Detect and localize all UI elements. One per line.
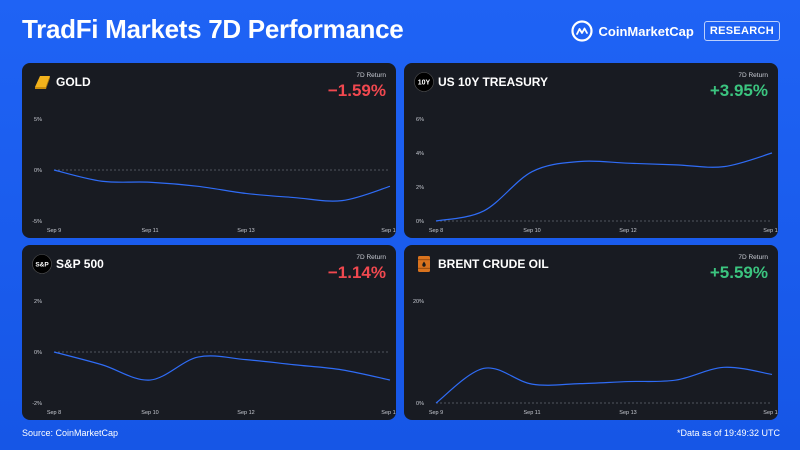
- coinmarketcap-logo-icon: [570, 20, 593, 42]
- x-tick-label: Sep 13: [619, 410, 636, 416]
- return-label: 7D Return: [356, 254, 386, 261]
- y-tick-label: 6%: [416, 117, 424, 123]
- return-value: −1.14%: [327, 263, 386, 282]
- return-value: −1.59%: [327, 81, 386, 100]
- panel-title: S&P 500: [56, 257, 104, 271]
- series-line: [53, 169, 391, 202]
- panel-title: US 10Y TREASURY: [438, 75, 549, 89]
- treasury-badge-text: 10Y: [418, 80, 431, 87]
- sp500-badge-text: S&P: [35, 262, 49, 269]
- x-tick-label: Sep 8: [47, 410, 61, 416]
- brand-name: CoinMarketCap: [598, 23, 694, 39]
- x-tick-label: Sep 13: [237, 228, 254, 234]
- series-line: [435, 152, 773, 222]
- source-note: Source: CoinMarketCap: [22, 428, 119, 438]
- x-tick-label: Sep 9: [47, 228, 61, 234]
- y-tick-label: 0%: [34, 168, 42, 174]
- panel-title: GOLD: [56, 75, 91, 89]
- y-tick-label: 5%: [34, 117, 42, 123]
- panel-us-10y-treasury: 10Y US 10Y TREASURY 7D Return +3.95% 6% 4…: [404, 63, 778, 238]
- x-tick-label: Sep 12: [619, 228, 636, 234]
- x-tick-label: Sep 9: [429, 410, 443, 416]
- return-value: +5.59%: [709, 263, 768, 282]
- y-tick-label: 2%: [416, 185, 424, 191]
- x-tick-label: Sep 10: [523, 228, 540, 234]
- panel-gold: GOLD 7D Return −1.59% 5% 0% -5% Sep 9 Sep 11…: [22, 63, 396, 238]
- research-badge: RESEARCH: [703, 21, 780, 41]
- gold-bar-icon: [35, 76, 50, 89]
- brand: CoinMarketCap RESEARCH: [570, 20, 780, 42]
- sp500-icon: S&P: [32, 254, 52, 274]
- y-tick-label: 20%: [413, 299, 424, 305]
- y-tick-label: 0%: [34, 350, 42, 356]
- treasury-10y-icon: 10Y: [414, 72, 434, 92]
- return-label: 7D Return: [738, 72, 768, 79]
- y-tick-label: 2%: [34, 299, 42, 305]
- page-title: TradFi Markets 7D Performance: [22, 14, 404, 44]
- oil-barrel-icon: [418, 256, 430, 272]
- y-tick-label: 0%: [416, 219, 424, 225]
- x-tick-label: Sep 11: [523, 410, 540, 416]
- y-tick-label: 0%: [416, 401, 424, 407]
- chart-sp500: 2% 0% -2% Sep 8 Sep 10 Sep 12 Sep 15: [32, 299, 396, 416]
- x-tick-label: Sep 11: [141, 228, 158, 234]
- x-tick-label: Sep 8: [429, 228, 443, 234]
- y-tick-label: 4%: [416, 151, 424, 157]
- chart-us-10y-treasury: 6% 4% 2% 0% Sep 8 Sep 10 Sep 12 Sep 15: [416, 117, 778, 234]
- x-tick-label: Sep 16: [381, 228, 396, 234]
- chart-gold: 5% 0% -5% Sep 9 Sep 11 Sep 13 Sep 16: [32, 117, 396, 234]
- panel-sp500: S&P S&P 500 7D Return −1.14% 2% 0% -2% Sep …: [22, 245, 396, 420]
- x-tick-label: Sep 10: [141, 410, 158, 416]
- x-tick-label: Sep 15: [763, 228, 778, 234]
- return-label: 7D Return: [738, 254, 768, 261]
- return-value: +3.95%: [709, 81, 768, 100]
- y-tick-label: -2%: [32, 401, 42, 407]
- data-timestamp: *Data as of 19:49:32 UTC: [676, 428, 780, 438]
- y-tick-label: -5%: [32, 219, 42, 225]
- x-tick-label: Sep 15: [381, 410, 396, 416]
- chart-brent-crude-oil: 20% 0% Sep 9 Sep 11 Sep 13 Sep 16: [413, 299, 778, 416]
- series-line: [53, 351, 391, 381]
- series-line: [435, 366, 773, 404]
- panel-title: BRENT CRUDE OIL: [438, 257, 549, 271]
- panel-brent-crude-oil: BRENT CRUDE OIL 7D Return +5.59% 20% 0% Se…: [404, 245, 778, 420]
- x-tick-label: Sep 12: [237, 410, 254, 416]
- return-label: 7D Return: [356, 72, 386, 79]
- x-tick-label: Sep 16: [763, 410, 778, 416]
